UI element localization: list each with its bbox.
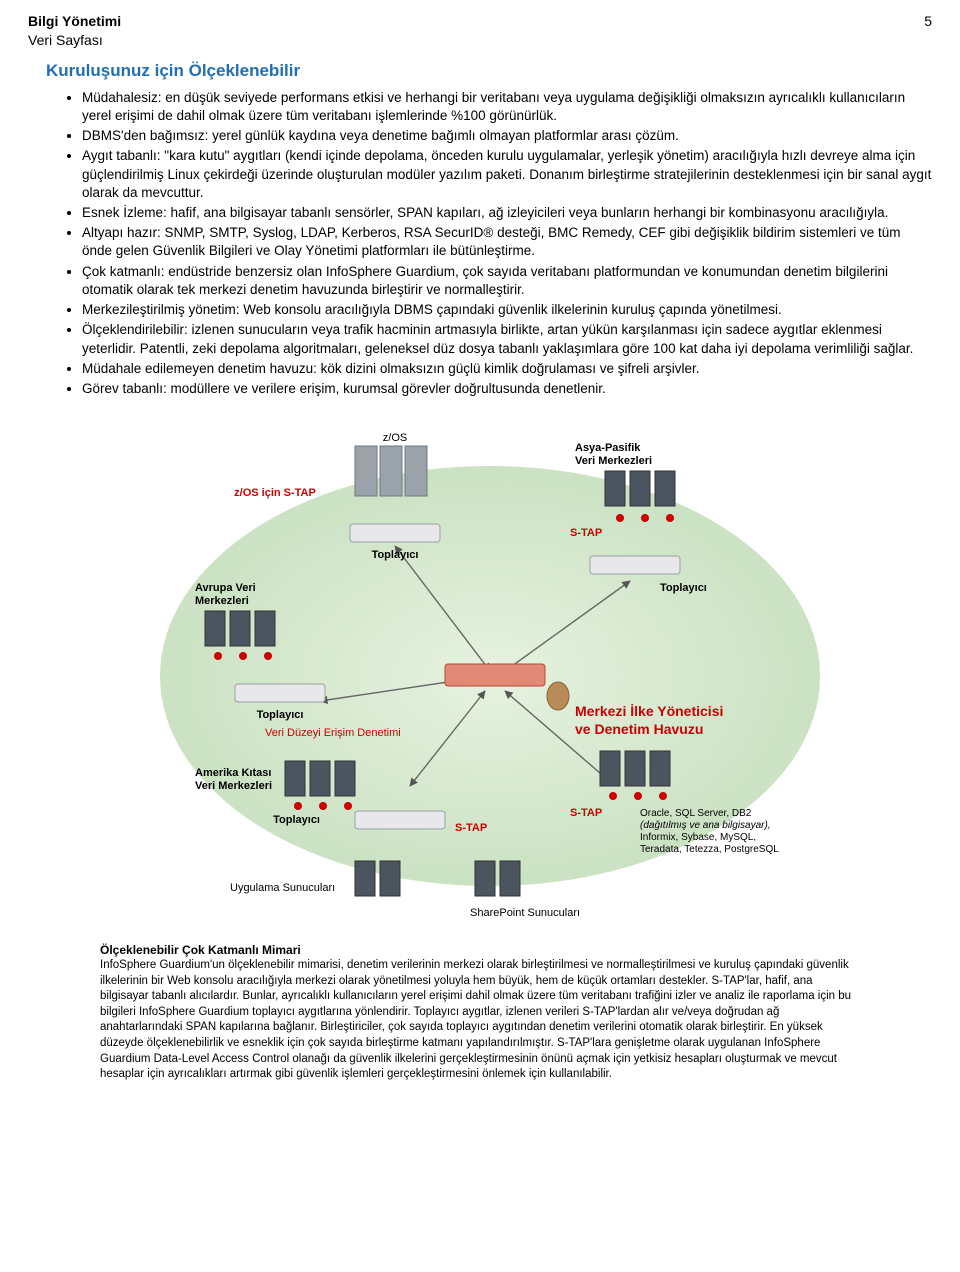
stap-label-db: S-TAP: [570, 807, 602, 819]
section-title: Kuruluşunuz için Ölçeklenebilir: [46, 60, 932, 83]
architecture-diagram: z/OS z/OS için S-TAP Toplayıcı Asya-Pasi…: [100, 416, 860, 1082]
diagram-svg: z/OS z/OS için S-TAP Toplayıcı Asya-Pasi…: [100, 416, 860, 936]
list-item: Merkezileştirilmiş yönetim: Web konsolu …: [82, 301, 932, 319]
list-item: Aygıt tabanlı: "kara kutu" aygıtları (ke…: [82, 147, 932, 202]
header-title: Bilgi Yönetimi: [28, 12, 121, 31]
list-item: Altyapı hazır: SNMP, SMTP, Syslog, LDAP,…: [82, 224, 932, 260]
list-item: Müdahalesiz: en düşük seviyede performan…: [82, 89, 932, 125]
stap-label-americas: S-TAP: [455, 822, 487, 834]
list-item: Müdahale edilemeyen denetim havuzu: kök …: [82, 360, 932, 378]
zos-label: z/OS: [383, 432, 407, 444]
asia-label: Asya-PasifikVeri Merkezleri: [575, 442, 652, 467]
page-header: Bilgi Yönetimi Veri Sayfası 5: [28, 12, 932, 50]
page-number: 5: [924, 12, 932, 31]
collector-label-2: Toplayıcı: [660, 582, 707, 594]
header-subtitle: Veri Sayfası: [28, 31, 121, 50]
americas-label: Amerika KıtasıVeri Merkezleri: [195, 767, 272, 792]
diagram-caption-body: InfoSphere Guardium'un ölçeklenebilir mi…: [100, 958, 860, 1082]
list-item: Ölçeklendirilebilir: izlenen sunucuların…: [82, 321, 932, 357]
db-list-label: Oracle, SQL Server, DB2 (dağıtılmış ve a…: [640, 808, 779, 855]
list-item: Görev tabanlı: modüllere ve verilere eri…: [82, 380, 932, 398]
sharepoint-label: SharePoint Sunucuları: [470, 907, 580, 919]
collector-label-4: Toplayıcı: [273, 814, 320, 826]
data-level-label: Veri Düzeyi Erişim Denetimi: [265, 727, 401, 739]
collector-label-1: Toplayıcı: [372, 549, 419, 561]
list-item: Çok katmanlı: endüstride benzersiz olan …: [82, 263, 932, 299]
europe-label: Avrupa VeriMerkezleri: [195, 582, 256, 607]
list-item: Esnek İzleme: hafif, ana bilgisayar taba…: [82, 204, 932, 222]
stap-label-asia: S-TAP: [570, 527, 602, 539]
collector-label-3: Toplayıcı: [257, 709, 304, 721]
zos-stap-label: z/OS için S-TAP: [234, 487, 316, 499]
app-servers-label: Uygulama Sunucuları: [230, 882, 335, 894]
list-item: DBMS'den bağımsız: yerel günlük kaydına …: [82, 127, 932, 145]
diagram-caption-title: Ölçeklenebilir Çok Katmanlı Mimari: [100, 942, 860, 958]
bullet-list: Müdahalesiz: en düşük seviyede performan…: [82, 89, 932, 399]
